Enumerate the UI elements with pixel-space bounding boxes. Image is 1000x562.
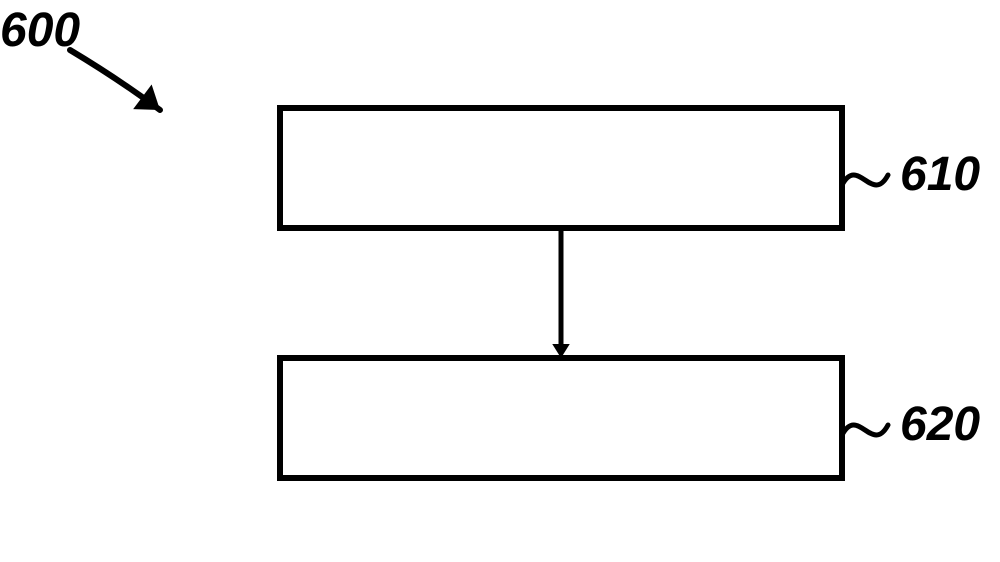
overall-ref-pointer-head (133, 84, 160, 110)
diagram-canvas: 610620600 (0, 0, 1000, 562)
box-610 (280, 108, 842, 228)
box-620-leader (842, 425, 888, 435)
box-620-label: 620 (900, 398, 980, 451)
box-620 (280, 358, 842, 478)
box-610-label: 610 (900, 148, 980, 201)
box-610-leader (842, 175, 888, 185)
